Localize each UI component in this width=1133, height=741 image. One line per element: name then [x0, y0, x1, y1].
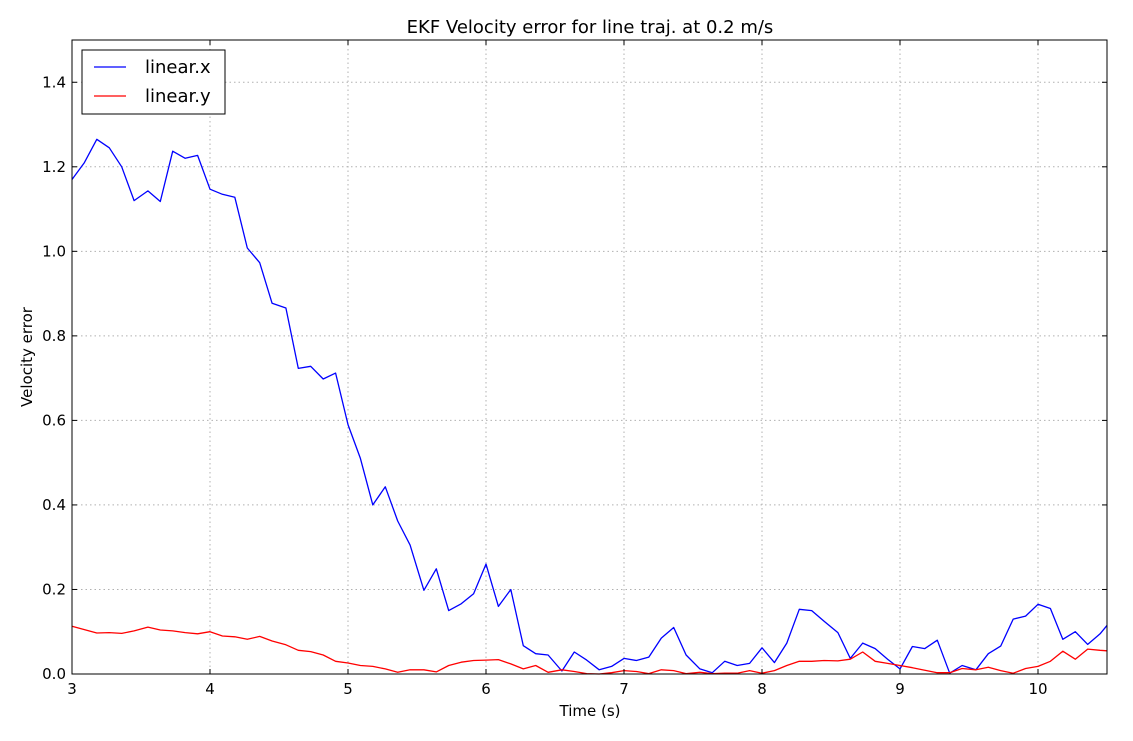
y-tick-label: 0.8	[42, 327, 66, 345]
axis-ticks: 3 4 5 6 7 8 9 10 0.0 0.2 0.4 0.6 0.8 1.0 1.2 1.4	[42, 40, 1107, 698]
x-tick-label: 6	[481, 680, 491, 698]
x-tick-label: 3	[67, 680, 77, 698]
grid-lines	[71, 40, 1107, 675]
y-tick-label: 1.2	[42, 158, 66, 176]
x-axis-label: Time (s)	[559, 702, 621, 720]
x-tick-label: 8	[757, 680, 767, 698]
legend: linear.x linear.y	[81, 49, 226, 115]
y-tick-label: 0.2	[42, 580, 66, 598]
legend-box	[81, 49, 226, 115]
chart-title: EKF Velocity error for line traj. at 0.2…	[407, 17, 774, 38]
x-tick-label: 9	[895, 680, 905, 698]
y-tick-label: 0.4	[42, 496, 66, 514]
y-tick-label: 0.6	[42, 411, 66, 429]
y-axis-label: Velocity error	[18, 306, 36, 407]
legend-label-linear-y: linear.y	[145, 86, 211, 107]
series-line-linear-y	[71, 625, 1108, 675]
y-tick-label: 0.0	[42, 665, 66, 683]
plot-frame	[71, 39, 1108, 675]
x-tick-label: 10	[1028, 680, 1047, 698]
x-tick-label: 5	[343, 680, 353, 698]
series-line-linear-x	[71, 138, 1108, 674]
plot-series	[71, 138, 1108, 675]
legend-label-linear-x: linear.x	[145, 57, 211, 78]
y-tick-label: 1.0	[42, 242, 66, 260]
y-tick-label: 1.4	[42, 73, 66, 91]
x-tick-label: 4	[205, 680, 215, 698]
x-tick-label: 7	[619, 680, 629, 698]
